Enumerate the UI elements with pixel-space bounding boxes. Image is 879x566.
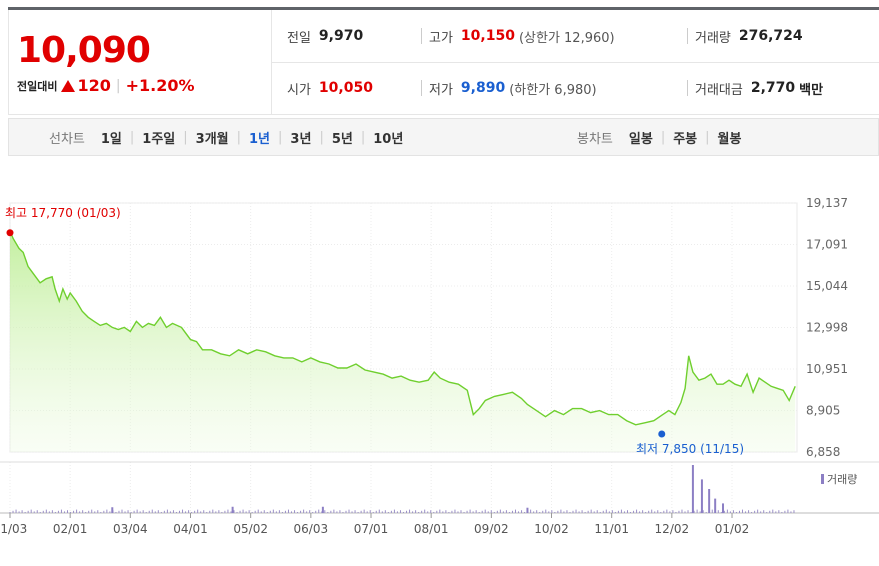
low-annotation: 최저 7,850 (11/15) — [636, 442, 744, 456]
price-box: 10,090 전일대비 120 | +1.20% — [9, 10, 272, 114]
y-axis-labels: 19,137 17,091 15,044 12,998 10,951 8,905 6,858 — [806, 196, 848, 459]
x-tick-label: 08/01 — [414, 522, 449, 536]
y-tick-label: 6,858 — [806, 445, 840, 459]
volume-legend-swatch — [821, 474, 824, 484]
tab-divider: | — [183, 129, 188, 145]
x-tick-label: 03/04 — [113, 522, 148, 536]
trade-amount: 거래대금 2,770 백만 — [695, 62, 823, 114]
stats-grid: 전일 9,970 고가 10,150 (상한가 12,960) 거래량 276,… — [271, 10, 879, 114]
change-divider: | — [115, 77, 121, 94]
low-value: 9,890 — [460, 80, 506, 96]
candle-chart-tabs: 봉차트 일봉 | 주봉 | 월봉 — [577, 119, 741, 155]
tab-period-4[interactable]: 3년 — [290, 131, 312, 147]
x-tick-label: 01/03 — [0, 522, 27, 536]
top-divider — [8, 7, 879, 10]
amount-value: 2,770 — [750, 80, 796, 96]
tab-period-6[interactable]: 10년 — [373, 131, 404, 147]
tab-divider: | — [319, 129, 324, 145]
lower-limit: (하한가 6,980) — [509, 82, 597, 98]
annotations: 최고 17,770 (01/03) 최저 7,850 (11/15) — [5, 206, 744, 456]
high-annotation: 최고 17,770 (01/03) — [5, 206, 121, 220]
amount-unit: 백만 — [799, 82, 824, 98]
tab-period-3[interactable]: 1년 — [249, 131, 271, 147]
tab-divider: | — [660, 129, 666, 145]
x-tick-label: 04/01 — [173, 522, 208, 536]
stats-row-1: 전일 9,970 고가 10,150 (상한가 12,960) 거래량 276,… — [271, 10, 879, 63]
tab-divider: | — [278, 129, 283, 145]
stat-divider — [687, 28, 688, 44]
stats-row-2: 시가 10,050 저가 9,890 (하한가 6,980) 거래대금 2,77… — [271, 62, 879, 114]
stat-divider — [687, 80, 688, 96]
tab-period-1[interactable]: 1주일 — [142, 131, 176, 147]
x-tick-label: 11/01 — [594, 522, 629, 536]
y-tick-label: 17,091 — [806, 237, 848, 251]
tab-divider: | — [705, 129, 710, 145]
y-tick-label: 12,998 — [806, 320, 848, 334]
current-price: 10,090 — [17, 30, 151, 71]
y-tick-label: 15,044 — [806, 279, 848, 293]
stat-divider — [421, 28, 422, 44]
prev-close-label: 전일 — [287, 30, 311, 46]
price-line — [9, 230, 796, 426]
area-layer — [9, 230, 796, 452]
y-tick-label: 19,137 — [806, 196, 848, 210]
tab-period-2[interactable]: 3개월 — [195, 131, 229, 147]
tab-candle-1[interactable]: 주봉 — [673, 131, 698, 147]
low-marker — [658, 430, 666, 438]
tab-divider: | — [236, 129, 242, 145]
x-tick-label: 10/02 — [534, 522, 569, 536]
high-value: 10,150 — [460, 28, 515, 44]
x-axis-labels: 01/03 02/01 03/04 04/01 05/02 06/03 07/01 08/01… — [0, 513, 749, 536]
price-area — [10, 230, 796, 452]
x-tick-label: 02/01 — [53, 522, 88, 536]
up-triangle-icon — [61, 79, 76, 92]
stat-divider — [421, 80, 422, 96]
tab-candle-0[interactable]: 일봉 — [628, 131, 653, 147]
volume-label: 거래량 — [695, 30, 731, 46]
tab-period-5[interactable]: 5년 — [331, 131, 353, 147]
tab-candle-2[interactable]: 월봉 — [717, 131, 742, 147]
volume-panel: 거래량 — [0, 461, 879, 514]
amount-label: 거래대금 — [695, 82, 743, 98]
line-chart-tabs: 선차트 1일 | 1주일 | 3개월 | 1년 | 3년 | 5년 | 10년 — [49, 119, 403, 155]
low-label: 저가 — [429, 82, 453, 98]
tab-divider: | — [360, 129, 366, 145]
quote-panel: 10,090 전일대비 120 | +1.20% 전일 9,970 고가 10,… — [8, 10, 879, 115]
line-chart-label: 선차트 — [49, 131, 85, 147]
prev-close: 전일 9,970 — [287, 10, 363, 62]
x-tick-label: 05/02 — [233, 522, 268, 536]
low-price: 저가 9,890 (하한가 6,980) — [429, 62, 597, 114]
change-label: 전일대비 — [17, 79, 58, 93]
candle-chart-label: 봉차트 — [577, 131, 613, 147]
change-percent: +1.20% — [125, 76, 195, 95]
open-label: 시가 — [287, 82, 311, 98]
change-row: 전일대비 120 | +1.20% — [17, 76, 195, 95]
tab-period-0[interactable]: 1일 — [100, 131, 122, 147]
x-tick-label: 06/03 — [294, 522, 329, 536]
tab-divider: | — [129, 129, 135, 145]
volume: 거래량 276,724 — [695, 10, 803, 62]
high-marker — [6, 229, 14, 237]
volume-value: 276,724 — [738, 28, 803, 44]
y-tick-label: 10,951 — [806, 362, 848, 376]
upper-limit: (상한가 12,960) — [518, 30, 615, 46]
y-tick-label: 8,905 — [806, 403, 840, 417]
x-tick-label: 12/02 — [655, 522, 690, 536]
price-chart: 19,137 17,091 15,044 12,998 10,951 8,905 6,858… — [0, 196, 879, 536]
high-price: 고가 10,150 (상한가 12,960) — [429, 10, 615, 62]
x-tick-label: 07/01 — [354, 522, 389, 536]
high-label: 고가 — [429, 30, 453, 46]
prev-close-value: 9,970 — [318, 28, 364, 44]
chart-period-tabs: 선차트 1일 | 1주일 | 3개월 | 1년 | 3년 | 5년 | 10년 봉차트 일봉 | 주봉 | 월봉 — [8, 118, 879, 156]
volume-legend-label: 거래량 — [827, 473, 857, 486]
change-value: 120 — [77, 76, 111, 95]
x-tick-label: 09/02 — [474, 522, 509, 536]
open-price: 시가 10,050 — [287, 62, 373, 114]
open-value: 10,050 — [318, 80, 373, 96]
x-tick-label: 01/02 — [715, 522, 750, 536]
